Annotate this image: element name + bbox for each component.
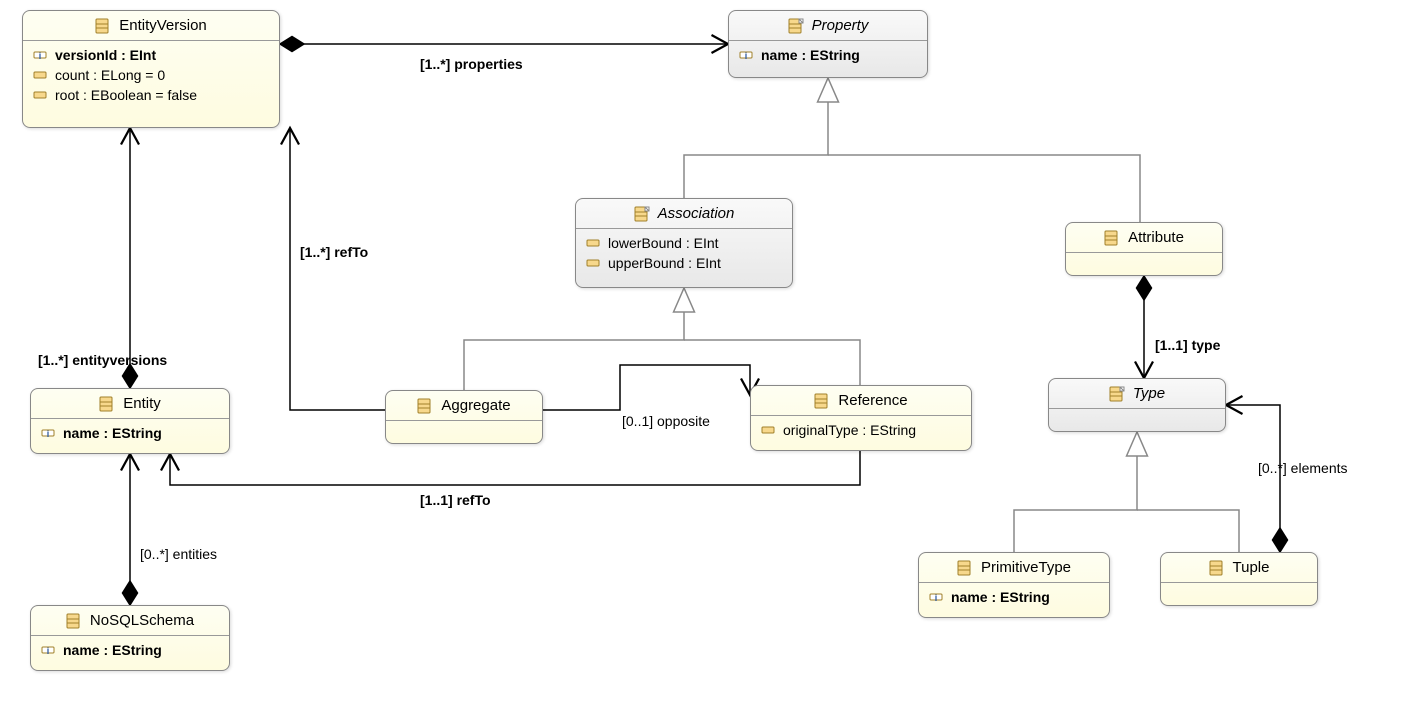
class-attrs bbox=[1161, 583, 1317, 593]
attr-label: name : EString bbox=[63, 425, 162, 441]
class-icon bbox=[957, 560, 975, 576]
svg-text:i: i bbox=[47, 646, 50, 656]
attr-row: originalType : EString bbox=[761, 420, 961, 440]
attr-label: upperBound : EInt bbox=[608, 255, 721, 271]
attr-row: i name : EString bbox=[41, 640, 219, 660]
class-title: Property bbox=[729, 11, 927, 41]
class-attrs: i name : EString bbox=[31, 636, 229, 666]
key-attr-icon: i bbox=[41, 643, 57, 657]
key-attr-icon: i bbox=[929, 590, 945, 604]
class-icon bbox=[99, 396, 117, 412]
class-title: PrimitiveType bbox=[919, 553, 1109, 583]
class-attrs: originalType : EString bbox=[751, 416, 971, 446]
class-attrs bbox=[1066, 253, 1222, 263]
class-attrs: lowerBound : EInt upperBound : EInt bbox=[576, 229, 792, 279]
class-association[interactable]: Association lowerBound : EInt upperBound :… bbox=[575, 198, 793, 288]
class-title: Type bbox=[1049, 379, 1225, 409]
class-icon bbox=[1104, 230, 1122, 246]
class-title: Association bbox=[576, 199, 792, 229]
class-reference[interactable]: Reference originalType : EString bbox=[750, 385, 972, 451]
class-attrs: i name : EString bbox=[729, 41, 927, 71]
attr-label: root : EBoolean = false bbox=[55, 87, 197, 103]
class-entity[interactable]: Entity i name : EString bbox=[30, 388, 230, 454]
attr-icon bbox=[33, 88, 49, 102]
class-attrs: i name : EString bbox=[31, 419, 229, 449]
class-title: EntityVersion bbox=[23, 11, 279, 41]
class-entityversion[interactable]: EntityVersion i versionId : EInt count : EL… bbox=[22, 10, 280, 128]
class-title: Attribute bbox=[1066, 223, 1222, 253]
attr-row: i name : EString bbox=[929, 587, 1099, 607]
attr-label: name : EString bbox=[761, 47, 860, 63]
class-title-text: Attribute bbox=[1128, 229, 1184, 246]
class-title-text: Tuple bbox=[1233, 559, 1270, 576]
attr-row: root : EBoolean = false bbox=[33, 85, 269, 105]
attr-label: name : EString bbox=[63, 642, 162, 658]
attr-row: upperBound : EInt bbox=[586, 253, 782, 273]
label-entities: [0..*] entities bbox=[140, 546, 217, 562]
label-entityversions: [1..*] entityversions bbox=[38, 352, 167, 368]
class-icon bbox=[788, 18, 806, 34]
class-type[interactable]: Type bbox=[1048, 378, 1226, 432]
attr-label: lowerBound : EInt bbox=[608, 235, 719, 251]
class-icon bbox=[1209, 560, 1227, 576]
class-title: Tuple bbox=[1161, 553, 1317, 583]
class-title-text: Entity bbox=[123, 395, 161, 412]
key-attr-icon: i bbox=[41, 426, 57, 440]
attr-label: versionId : EInt bbox=[55, 47, 156, 63]
class-attrs bbox=[386, 421, 542, 431]
attr-label: name : EString bbox=[951, 589, 1050, 605]
class-title-text: Type bbox=[1133, 385, 1165, 402]
attr-icon bbox=[586, 256, 602, 270]
class-icon bbox=[95, 18, 113, 34]
attr-icon bbox=[586, 236, 602, 250]
label-refto-ref: [1..1] refTo bbox=[420, 492, 491, 508]
class-title-text: Aggregate bbox=[441, 397, 510, 414]
attr-row: i name : EString bbox=[739, 45, 917, 65]
attr-row: i name : EString bbox=[41, 423, 219, 443]
class-title: Reference bbox=[751, 386, 971, 416]
class-icon bbox=[417, 398, 435, 414]
class-icon bbox=[66, 613, 84, 629]
class-tuple[interactable]: Tuple bbox=[1160, 552, 1318, 606]
class-title-text: Property bbox=[812, 17, 869, 34]
class-attrs: i name : EString bbox=[919, 583, 1109, 613]
class-primitivetype[interactable]: PrimitiveType i name : EString bbox=[918, 552, 1110, 618]
key-attr-icon: i bbox=[739, 48, 755, 62]
class-aggregate[interactable]: Aggregate bbox=[385, 390, 543, 444]
label-properties: [1..*] properties bbox=[420, 56, 523, 72]
class-title-text: EntityVersion bbox=[119, 17, 207, 34]
class-title-text: PrimitiveType bbox=[981, 559, 1071, 576]
class-title-text: Reference bbox=[838, 392, 907, 409]
class-nosqlschema[interactable]: NoSQLSchema i name : EString bbox=[30, 605, 230, 671]
svg-text:i: i bbox=[935, 593, 938, 603]
class-attrs: i versionId : EInt count : ELong = 0 root :… bbox=[23, 41, 279, 111]
attr-label: count : ELong = 0 bbox=[55, 67, 165, 83]
svg-text:i: i bbox=[39, 51, 42, 61]
svg-text:i: i bbox=[745, 51, 748, 61]
class-title: Aggregate bbox=[386, 391, 542, 421]
class-icon bbox=[1109, 386, 1127, 402]
label-refto-agg: [1..*] refTo bbox=[300, 244, 368, 260]
class-icon bbox=[634, 206, 652, 222]
diagram-canvas: [1..*] properties [1..*] refTo [1..*] en… bbox=[0, 0, 1404, 706]
class-attrs bbox=[1049, 409, 1225, 419]
class-title-text: Association bbox=[658, 205, 735, 222]
svg-text:i: i bbox=[47, 429, 50, 439]
class-title: NoSQLSchema bbox=[31, 606, 229, 636]
attr-icon bbox=[761, 423, 777, 437]
class-attribute[interactable]: Attribute bbox=[1065, 222, 1223, 276]
class-icon bbox=[814, 393, 832, 409]
class-property[interactable]: Property i name : EString bbox=[728, 10, 928, 78]
class-title-text: NoSQLSchema bbox=[90, 612, 194, 629]
label-elements: [0..*] elements bbox=[1258, 460, 1348, 476]
key-attr-icon: i bbox=[33, 48, 49, 62]
attr-icon bbox=[33, 68, 49, 82]
label-opposite: [0..1] opposite bbox=[622, 413, 710, 429]
attr-label: originalType : EString bbox=[783, 422, 916, 438]
label-type: [1..1] type bbox=[1155, 337, 1220, 353]
class-title: Entity bbox=[31, 389, 229, 419]
attr-row: lowerBound : EInt bbox=[586, 233, 782, 253]
attr-row: count : ELong = 0 bbox=[33, 65, 269, 85]
attr-row: i versionId : EInt bbox=[33, 45, 269, 65]
